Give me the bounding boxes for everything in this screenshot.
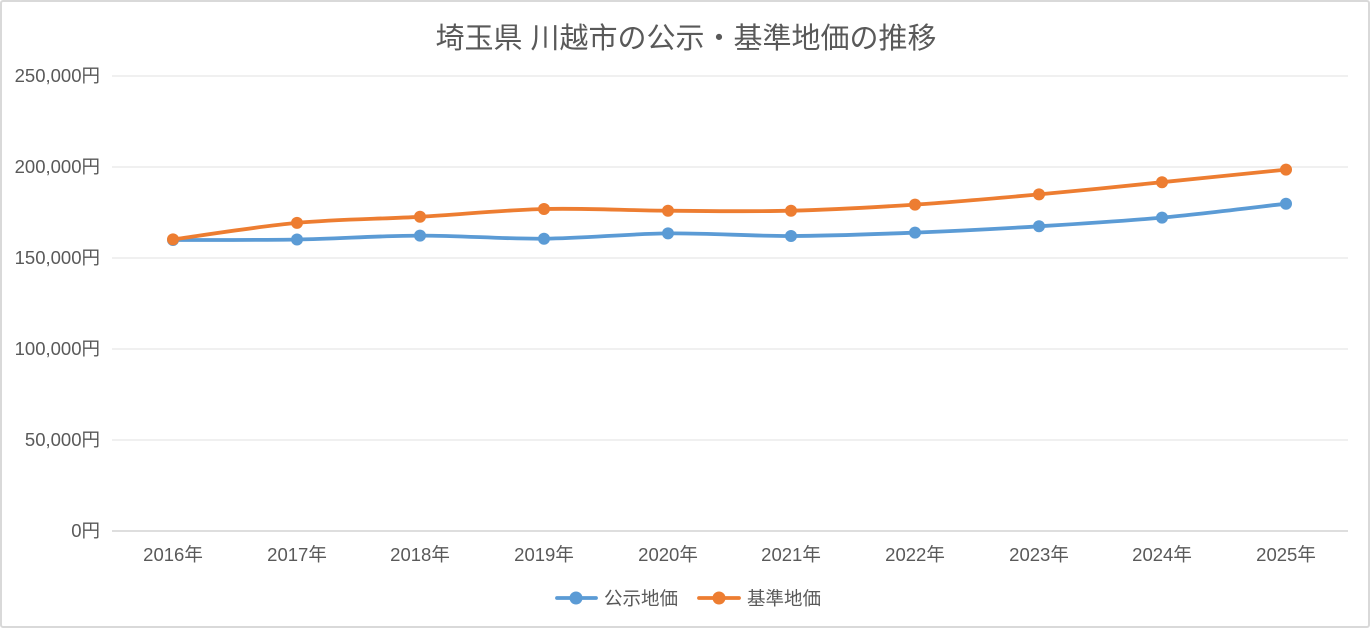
svg-text:2025年: 2025年 xyxy=(1256,544,1316,565)
svg-text:2016年: 2016年 xyxy=(143,544,203,565)
svg-text:2023年: 2023年 xyxy=(1009,544,1069,565)
svg-text:2018年: 2018年 xyxy=(390,544,450,565)
svg-text:基準地価: 基準地価 xyxy=(747,588,821,609)
svg-text:2024年: 2024年 xyxy=(1132,544,1192,565)
svg-text:2021年: 2021年 xyxy=(761,544,821,565)
svg-text:2019年: 2019年 xyxy=(514,544,574,565)
svg-text:公示地価: 公示地価 xyxy=(604,588,678,609)
svg-text:50,000円: 50,000円 xyxy=(25,429,100,450)
svg-text:150,000円: 150,000円 xyxy=(15,247,100,268)
svg-text:100,000円: 100,000円 xyxy=(15,338,100,359)
svg-text:250,000円: 250,000円 xyxy=(15,65,100,86)
svg-text:2017年: 2017年 xyxy=(267,544,327,565)
svg-text:0円: 0円 xyxy=(71,520,100,541)
svg-text:2022年: 2022年 xyxy=(885,544,945,565)
svg-text:200,000円: 200,000円 xyxy=(15,156,100,177)
svg-text:2020年: 2020年 xyxy=(638,544,698,565)
